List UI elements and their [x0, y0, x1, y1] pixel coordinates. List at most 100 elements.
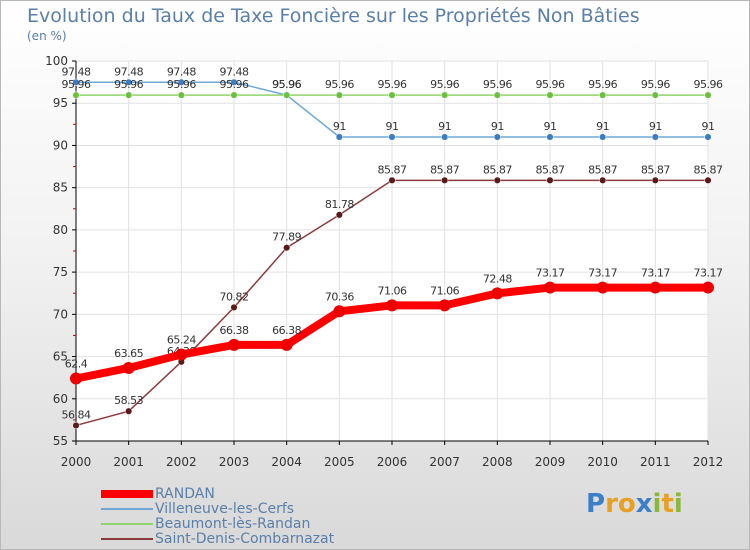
- data-point-beaumont-l-s-randan-2012: [704, 91, 712, 99]
- data-point-randan-2004: [280, 338, 293, 351]
- data-label-randan-2001: 63.65: [114, 347, 143, 360]
- data-point-saint-denis-combarnazat-2006: [388, 176, 396, 184]
- data-point-saint-denis-combarnazat-2012: [704, 176, 712, 184]
- data-point-beaumont-l-s-randan-2005: [335, 91, 343, 99]
- data-point-saint-denis-combarnazat-2007: [441, 176, 449, 184]
- x-tick-label-2002: 2002: [166, 455, 197, 469]
- legend-swatch-randan: [101, 490, 153, 498]
- data-point-villeneuve-les-cerfs-2003: [230, 78, 238, 86]
- y-tick-label-70: 70: [53, 307, 68, 321]
- data-label-randan-2002: 65.24: [167, 334, 196, 347]
- data-label-saint-denis-combarnazat-2003: 70.82: [220, 290, 249, 303]
- y-tick-label-100: 100: [45, 54, 68, 68]
- x-tick-label-2009: 2009: [535, 455, 566, 469]
- data-point-beaumont-l-s-randan-2008: [493, 91, 501, 99]
- data-point-randan-2003: [228, 338, 240, 351]
- data-point-villeneuve-les-cerfs-2005: [335, 133, 343, 141]
- data-point-villeneuve-les-cerfs-2001: [125, 78, 133, 86]
- data-point-randan-2009: [544, 281, 556, 294]
- data-point-saint-denis-combarnazat-2005: [335, 211, 343, 219]
- data-label-randan-2011: 73.17: [641, 267, 670, 280]
- data-label-villeneuve-les-cerfs-2011: 91: [649, 120, 662, 133]
- data-point-randan-2006: [386, 299, 398, 312]
- legend-label-villeneuve: Villeneuve-les-Cerfs: [155, 501, 295, 517]
- data-label-beaumont-l-s-randan-2011: 95.96: [641, 78, 670, 91]
- data-point-randan-2007: [438, 299, 451, 312]
- x-tick-label-2003: 2003: [219, 455, 250, 469]
- legend-label-randan: RANDAN: [155, 486, 215, 502]
- data-label-villeneuve-les-cerfs-2004: 95.96: [272, 78, 301, 91]
- legend-item-randan: RANDAN: [101, 486, 215, 502]
- data-point-villeneuve-les-cerfs-2002: [177, 78, 185, 86]
- data-label-randan-2008: 72.48: [483, 272, 512, 285]
- x-tick-label-2008: 2008: [482, 455, 513, 469]
- y-tick-label-85: 85: [53, 181, 68, 195]
- data-label-randan-2000: 62.4: [65, 358, 88, 371]
- data-point-beaumont-l-s-randan-2007: [441, 91, 449, 99]
- x-tick-label-2004: 2004: [271, 455, 302, 469]
- data-label-beaumont-l-s-randan-2003: 95.96: [220, 78, 249, 91]
- data-label-saint-denis-combarnazat-2012: 85.87: [694, 163, 723, 176]
- data-point-saint-denis-combarnazat-2000: [72, 421, 80, 430]
- data-label-beaumont-l-s-randan-2012: 95.96: [694, 78, 723, 91]
- x-tick-label-2010: 2010: [587, 455, 618, 469]
- x-tick-label-2001: 2001: [113, 455, 144, 469]
- data-label-villeneuve-les-cerfs-2000: 97.48: [62, 65, 91, 78]
- data-point-beaumont-l-s-randan-2002: [177, 91, 185, 99]
- data-label-villeneuve-les-cerfs-2002: 97.48: [167, 65, 196, 78]
- data-point-beaumont-l-s-randan-2004: [283, 91, 291, 99]
- data-label-saint-denis-combarnazat-2005: 81.78: [325, 198, 354, 211]
- data-label-beaumont-l-s-randan-2006: 95.96: [378, 78, 407, 91]
- data-point-beaumont-l-s-randan-2001: [125, 91, 133, 99]
- data-label-beaumont-l-s-randan-2001: 95.96: [114, 78, 143, 91]
- data-label-saint-denis-combarnazat-2000: 56.84: [62, 408, 91, 421]
- x-tick-label-2011: 2011: [640, 455, 671, 469]
- legend-swatch-villeneuve: [101, 508, 153, 510]
- data-point-beaumont-l-s-randan-2000: [72, 91, 80, 99]
- legend-item-beaumont: Beaumont-lès-Randan: [101, 516, 310, 532]
- logo-letter: x: [635, 489, 653, 519]
- data-label-villeneuve-les-cerfs-2006: 91: [386, 120, 399, 133]
- data-point-randan-2010: [596, 281, 609, 294]
- data-label-villeneuve-les-cerfs-2007: 91: [438, 120, 451, 133]
- data-label-randan-2009: 73.17: [536, 267, 565, 280]
- logo-letter: o: [617, 489, 636, 519]
- logo-letter: t: [661, 489, 674, 519]
- data-label-saint-denis-combarnazat-2001: 58.53: [114, 394, 143, 407]
- y-tick-label-55: 55: [53, 434, 68, 448]
- data-label-beaumont-l-s-randan-2009: 95.96: [536, 78, 565, 91]
- data-label-beaumont-l-s-randan-2008: 95.96: [483, 78, 512, 91]
- data-label-saint-denis-combarnazat-2004: 77.89: [272, 231, 301, 244]
- data-point-villeneuve-les-cerfs-2010: [599, 133, 607, 141]
- data-label-saint-denis-combarnazat-2009: 85.87: [536, 163, 565, 176]
- logo-letter: i: [673, 489, 683, 519]
- logo-letter: i: [652, 489, 662, 519]
- legend-label-saint-denis: Saint-Denis-Combarnazat: [155, 531, 335, 547]
- data-label-beaumont-l-s-randan-2010: 95.96: [588, 78, 617, 91]
- data-point-beaumont-l-s-randan-2010: [599, 91, 607, 99]
- data-point-saint-denis-combarnazat-2004: [283, 244, 291, 252]
- data-label-villeneuve-les-cerfs-2008: 91: [491, 120, 504, 133]
- y-tick-label-80: 80: [53, 223, 68, 237]
- data-point-saint-denis-combarnazat-2001: [125, 407, 133, 415]
- data-point-villeneuve-les-cerfs-2011: [651, 133, 659, 141]
- x-tick-label-2005: 2005: [324, 455, 355, 469]
- data-point-randan-2005: [333, 305, 346, 318]
- legend-swatch-beaumont: [101, 523, 153, 525]
- legend-item-villeneuve: Villeneuve-les-Cerfs: [101, 501, 295, 517]
- data-label-beaumont-l-s-randan-2002: 95.96: [167, 78, 196, 91]
- logo-letter: r: [605, 489, 618, 519]
- data-point-beaumont-l-s-randan-2003: [230, 91, 238, 99]
- data-label-randan-2005: 70.36: [325, 290, 354, 303]
- data-point-beaumont-l-s-randan-2006: [388, 91, 396, 99]
- data-point-villeneuve-les-cerfs-2006: [388, 133, 396, 141]
- x-tick-label-2006: 2006: [377, 455, 408, 469]
- data-label-randan-2007: 71.06: [430, 284, 459, 297]
- data-point-randan-2000: [70, 372, 82, 385]
- data-label-saint-denis-combarnazat-2008: 85.87: [483, 163, 512, 176]
- data-label-randan-2010: 73.17: [588, 267, 617, 280]
- y-tick-label-75: 75: [53, 265, 68, 279]
- legend-swatch-saint-denis: [101, 538, 153, 540]
